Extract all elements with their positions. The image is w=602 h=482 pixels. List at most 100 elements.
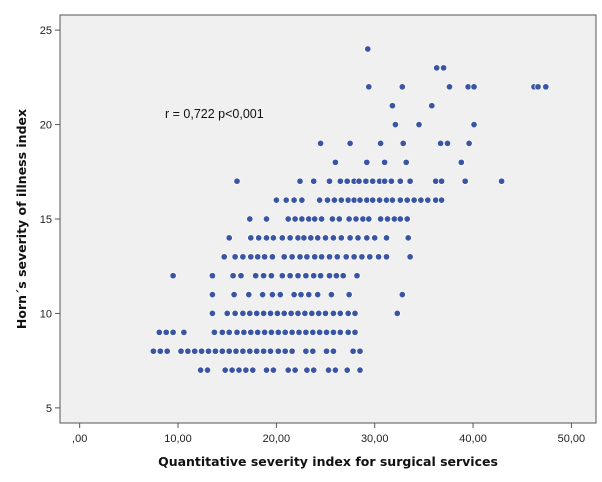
data-point [252,272,260,280]
data-point [260,272,268,280]
data-point [203,366,212,374]
data-point [363,196,371,204]
data-point [239,309,247,317]
data-point [363,234,371,242]
data-point [300,234,308,242]
data-point [273,309,281,317]
data-point [375,253,383,261]
data-point [284,366,292,374]
data-point [388,196,396,204]
data-point [329,309,337,317]
data-point [246,347,254,355]
data-point [381,158,389,166]
data-point [177,347,185,355]
data-point [260,309,268,317]
data-point [237,272,245,280]
data-point [428,102,436,110]
data-point [262,215,271,223]
data-point [266,347,275,355]
data-point [269,234,277,242]
data-point [254,328,262,336]
data-point [387,177,395,185]
data-point [440,64,448,72]
data-point [362,177,370,185]
data-point [274,347,282,355]
data-point [403,215,411,223]
data-point [225,328,233,336]
data-point [323,196,332,204]
data-point [358,253,366,261]
data-point [355,177,363,185]
data-point [301,309,309,317]
data-point [296,177,304,185]
data-point [388,102,396,110]
data-point [356,366,364,374]
data-point [274,328,282,336]
x-axis: ,00 10,00 20,00 30,00 40,00 50,00 [72,423,585,445]
data-point [307,234,315,242]
data-point [253,309,261,317]
data-point [346,139,354,147]
x-tick-label: 10,00 [164,433,192,445]
data-point [382,253,391,261]
y-axis: 5 10 15 20 25 [40,25,60,415]
data-point [346,234,354,242]
data-point [308,309,316,317]
data-point [278,234,286,242]
data-point [534,83,542,91]
data-point [315,309,323,317]
data-point [342,253,350,261]
data-point [266,309,275,317]
data-point [284,215,292,223]
data-point [335,215,343,223]
data-point [345,291,353,299]
data-points [149,45,550,374]
data-point [398,83,406,91]
data-point [339,272,347,280]
data-point [255,234,263,242]
data-point [542,83,550,91]
data-point [393,309,401,317]
data-point [281,347,289,355]
data-point [208,272,216,280]
data-point [316,328,324,336]
data-point [156,347,164,355]
data-point [291,215,299,223]
data-point [253,347,261,355]
data-point [233,177,241,185]
data-point [249,366,257,374]
data-point [424,196,432,204]
data-point [316,196,324,204]
data-point [318,253,326,261]
data-point [221,366,229,374]
data-point [254,253,262,261]
data-point [318,215,326,223]
data-point [247,328,255,336]
data-point [239,347,247,355]
data-point [282,196,290,204]
data-point [359,215,367,223]
data-point [302,272,310,280]
data-point [365,83,373,91]
data-point [344,309,352,317]
data-point [267,272,275,280]
x-tick-label: 50,00 [558,433,586,445]
data-point [391,121,399,129]
data-point [350,253,358,261]
data-point [218,347,226,355]
data-point [344,328,352,336]
data-point [231,253,239,261]
data-point [197,366,205,374]
y-tick-label: 5 [46,403,52,415]
data-point [169,328,177,336]
data-point [303,366,311,374]
data-point [351,328,359,336]
data-point [210,328,218,336]
data-point [327,291,335,299]
data-point [398,291,406,299]
data-point [298,215,306,223]
data-point [247,234,255,242]
data-point [310,272,318,280]
data-point [438,196,446,204]
data-point [415,121,423,129]
